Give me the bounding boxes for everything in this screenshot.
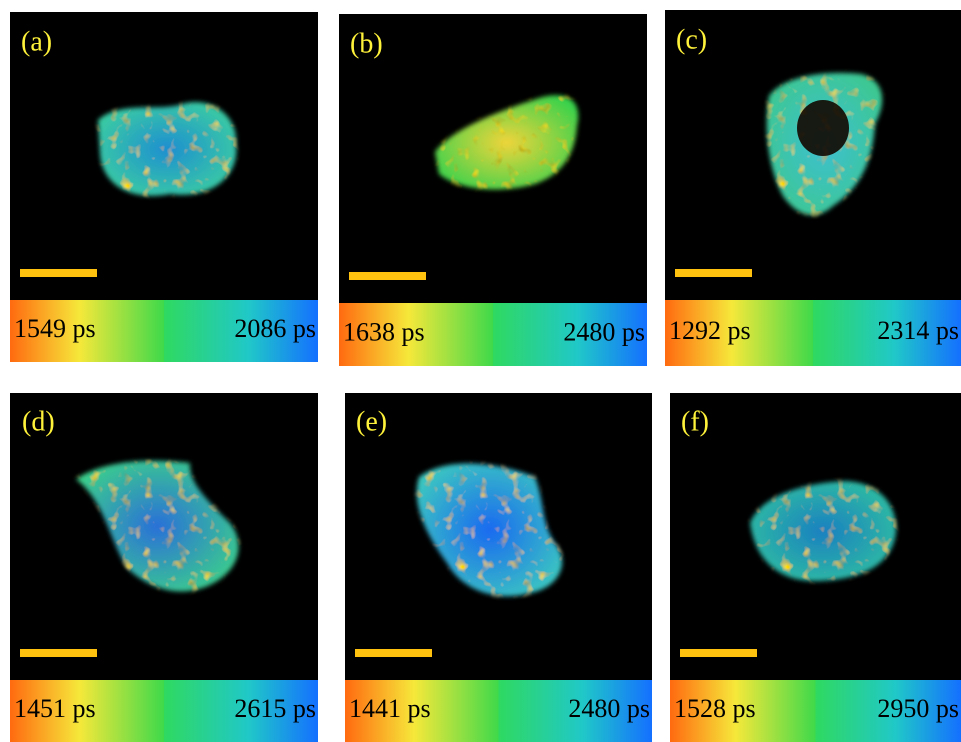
scale-bar [355, 649, 432, 657]
scale-bar [349, 272, 426, 280]
colorbar-max-label: 2314 ps [877, 316, 959, 345]
scale-bar [20, 269, 97, 277]
colorbar-max-label: 2480 ps [568, 694, 650, 723]
colorbar-max-label: 2950 ps [877, 694, 959, 723]
scale-bar [20, 649, 97, 657]
panel: 1528 ps 2950 ps [670, 393, 961, 742]
panel-label: (b) [350, 28, 383, 59]
colorbar-min-label: 1549 ps [14, 314, 96, 343]
colorbar-min-label: 1451 ps [14, 694, 96, 723]
panel-label: (a) [21, 26, 52, 57]
cell [98, 102, 236, 196]
panel: 1451 ps 2615 ps [10, 393, 318, 742]
scale-bar [680, 649, 757, 657]
figure: 1549 ps 2086 ps (a) 1638 ps 2480 ps (b) 1292 p… [0, 0, 961, 742]
colorbar-max-label: 2615 ps [234, 694, 316, 723]
panel-label: (c) [676, 24, 707, 55]
panel-label: (d) [22, 406, 55, 437]
panel: 1292 ps 2314 ps [665, 10, 961, 366]
colorbar-min-label: 1292 ps [669, 316, 751, 345]
cell-cavity [797, 100, 849, 156]
panel: 1549 ps 2086 ps [10, 12, 318, 362]
colorbar-max-label: 2086 ps [234, 314, 316, 343]
colorbar-min-label: 1638 ps [343, 317, 425, 346]
colorbar-min-label: 1441 ps [349, 694, 431, 723]
colorbar-max-label: 2480 ps [563, 317, 645, 346]
panel: 1441 ps 2480 ps [345, 393, 652, 742]
panel: 1638 ps 2480 ps [339, 14, 647, 366]
scale-bar [675, 269, 752, 277]
colorbar-min-label: 1528 ps [674, 694, 756, 723]
panel-label: (e) [356, 406, 387, 437]
panel-label: (f) [681, 406, 709, 437]
